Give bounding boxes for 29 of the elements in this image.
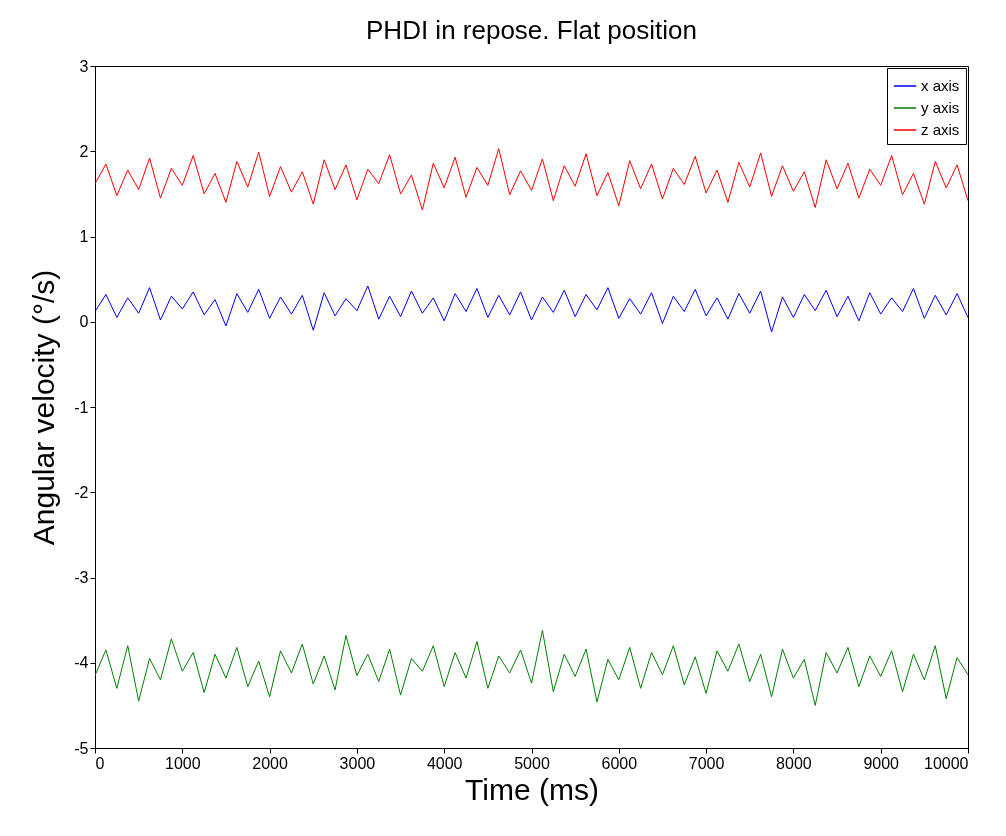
y-tick-label: -1 (74, 398, 89, 416)
line-series (95, 148, 968, 211)
x-tick-label: 1000 (165, 754, 201, 772)
x-axis-title: Time (ms) (465, 772, 599, 806)
line-series (95, 629, 968, 706)
x-tick-label: 6000 (601, 754, 638, 772)
line-series (95, 285, 968, 333)
x-tick-label: 3000 (339, 754, 376, 772)
x-tick-label: 4000 (426, 754, 463, 772)
y-axis-title: Angular velocity (°/s) (27, 269, 61, 546)
legend-label: x axis (921, 77, 960, 94)
y-tick-label: 0 (79, 313, 89, 331)
legend-label: y axis (921, 99, 960, 116)
x-tick-label: 5000 (514, 754, 550, 772)
x-tick-label: 9000 (863, 754, 900, 772)
y-tick-label: 1 (79, 228, 89, 245)
x-tick-label: 2000 (252, 754, 288, 772)
y-tick-label: -5 (74, 739, 89, 757)
y-tick-label: -4 (74, 654, 89, 672)
y-tick-label: 2 (79, 142, 89, 160)
y-tick-label: -2 (74, 483, 89, 501)
chart-title: PHDI in repose. Flat position (366, 15, 697, 45)
y-tick-label: -3 (74, 569, 89, 586)
y-tick-label: 3 (79, 57, 89, 75)
legend-label: z axis (921, 121, 960, 138)
x-tick-label: 8000 (776, 754, 812, 772)
x-tick-label: 0 (95, 754, 105, 772)
x-tick-label: 10000 (924, 754, 969, 772)
x-tick-label: 7000 (688, 754, 725, 772)
